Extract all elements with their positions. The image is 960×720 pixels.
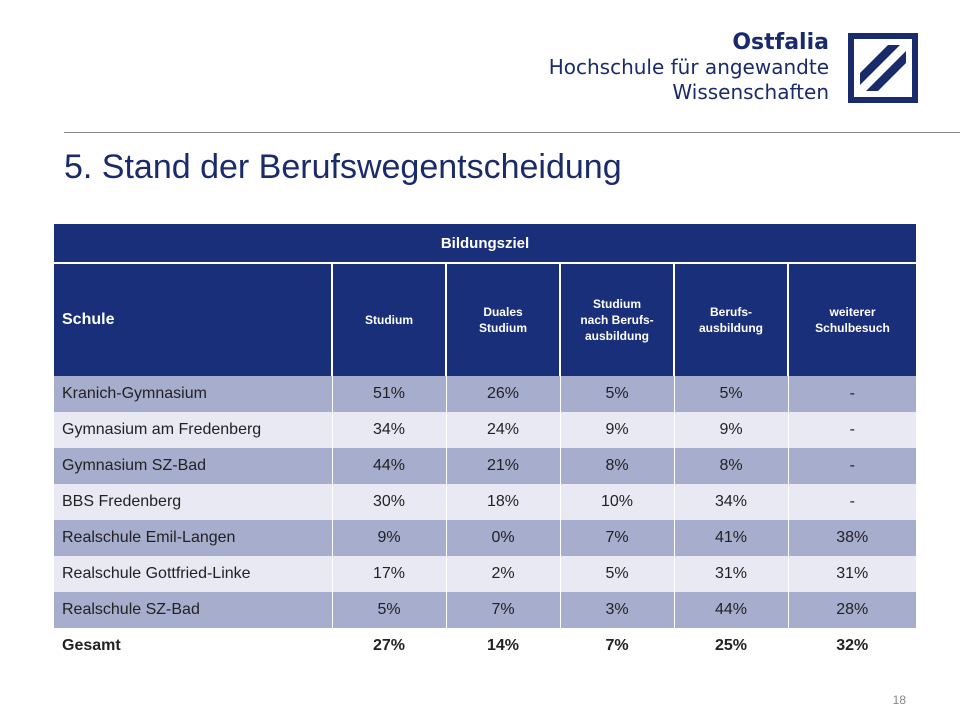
page-number: 18 xyxy=(892,693,906,707)
school-name: BBS Fredenberg xyxy=(54,484,332,520)
table-cell: - xyxy=(787,484,917,520)
table-cell: 7% xyxy=(559,520,674,556)
table-cell: 41% xyxy=(673,520,788,556)
table-cell: 30% xyxy=(331,484,446,520)
total-cell: 14% xyxy=(445,628,560,664)
table-cell: 5% xyxy=(331,592,446,628)
table-cell: 38% xyxy=(787,520,917,556)
table-cell: 26% xyxy=(445,376,560,412)
table-row: Gymnasium am Fredenberg 34% 24% 9% 9% - xyxy=(54,412,917,448)
table-row: Realschule SZ-Bad 5% 7% 3% 44% 28% xyxy=(54,592,917,628)
table-row: Realschule Emil-Langen 9% 0% 7% 41% 38% xyxy=(54,520,917,556)
total-cell: 27% xyxy=(331,628,446,664)
table-cell: - xyxy=(787,448,917,484)
school-name: Realschule Gottfried-Linke xyxy=(54,556,332,592)
column-header: Studium nach Berufs- ausbildung xyxy=(559,263,674,376)
table-cell: - xyxy=(787,412,917,448)
table-cell: 9% xyxy=(673,412,788,448)
table-cell: 9% xyxy=(559,412,674,448)
group-header: Bildungsziel xyxy=(54,224,917,264)
table-cell: 8% xyxy=(673,448,788,484)
school-name: Realschule Emil-Langen xyxy=(54,520,332,556)
table-cell: 10% xyxy=(559,484,674,520)
column-header: weiterer Schulbesuch xyxy=(786,263,917,376)
table-cell: 8% xyxy=(559,448,674,484)
table-cell: 5% xyxy=(673,376,788,412)
total-label: Gesamt xyxy=(54,628,332,664)
table-cell: 2% xyxy=(445,556,560,592)
table-cell: 31% xyxy=(673,556,788,592)
school-name: Gymnasium SZ-Bad xyxy=(54,448,332,484)
ostfalia-logo-icon xyxy=(848,33,918,103)
slide-title: 5. Stand der Berufswegentscheidung xyxy=(64,148,622,186)
total-cell: 32% xyxy=(787,628,917,664)
table-cell: 17% xyxy=(331,556,446,592)
total-cell: 7% xyxy=(559,628,674,664)
table-cell: 34% xyxy=(673,484,788,520)
school-name: Realschule SZ-Bad xyxy=(54,592,332,628)
table-cell: 44% xyxy=(331,448,446,484)
school-name: Gymnasium am Fredenberg xyxy=(54,412,332,448)
table-cell: 51% xyxy=(331,376,446,412)
table-cell: 34% xyxy=(331,412,446,448)
berufswege-table: Bildungsziel Schule Studium Duales Studi… xyxy=(54,224,917,664)
table-cell: 9% xyxy=(331,520,446,556)
total-cell: 25% xyxy=(673,628,788,664)
total-row: Gesamt 27% 14% 7% 25% 32% xyxy=(54,628,917,664)
table-row: BBS Fredenberg 30% 18% 10% 34% - xyxy=(54,484,917,520)
table-cell: 28% xyxy=(787,592,917,628)
table-cell: 0% xyxy=(445,520,560,556)
table-row: Gymnasium SZ-Bad 44% 21% 8% 8% - xyxy=(54,448,917,484)
column-header: Studium xyxy=(331,263,446,376)
table-row: Kranich-Gymnasium 51% 26% 5% 5% - xyxy=(54,376,917,412)
logo-brand: Ostfalia xyxy=(732,30,829,55)
table-cell: 21% xyxy=(445,448,560,484)
table-cell: 18% xyxy=(445,484,560,520)
table-row: Realschule Gottfried-Linke 17% 2% 5% 31%… xyxy=(54,556,917,592)
table-cell: 3% xyxy=(559,592,674,628)
school-column-header: Schule xyxy=(54,263,332,376)
column-header: Duales Studium xyxy=(445,263,560,376)
table-cell: 24% xyxy=(445,412,560,448)
table-cell: 7% xyxy=(445,592,560,628)
logo-line-1: Hochschule für angewandte xyxy=(548,55,829,79)
table-cell: 44% xyxy=(673,592,788,628)
table-cell: 31% xyxy=(787,556,917,592)
column-header: Berufs- ausbildung xyxy=(673,263,788,376)
logo-text: Ostfalia Hochschule für angewandte Wisse… xyxy=(549,30,829,105)
school-name: Kranich-Gymnasium xyxy=(54,376,332,412)
logo-line-2: Wissenschaften xyxy=(672,80,829,104)
table-cell: 5% xyxy=(559,556,674,592)
table-cell: - xyxy=(787,376,917,412)
header-divider xyxy=(64,132,960,133)
table-cell: 5% xyxy=(559,376,674,412)
